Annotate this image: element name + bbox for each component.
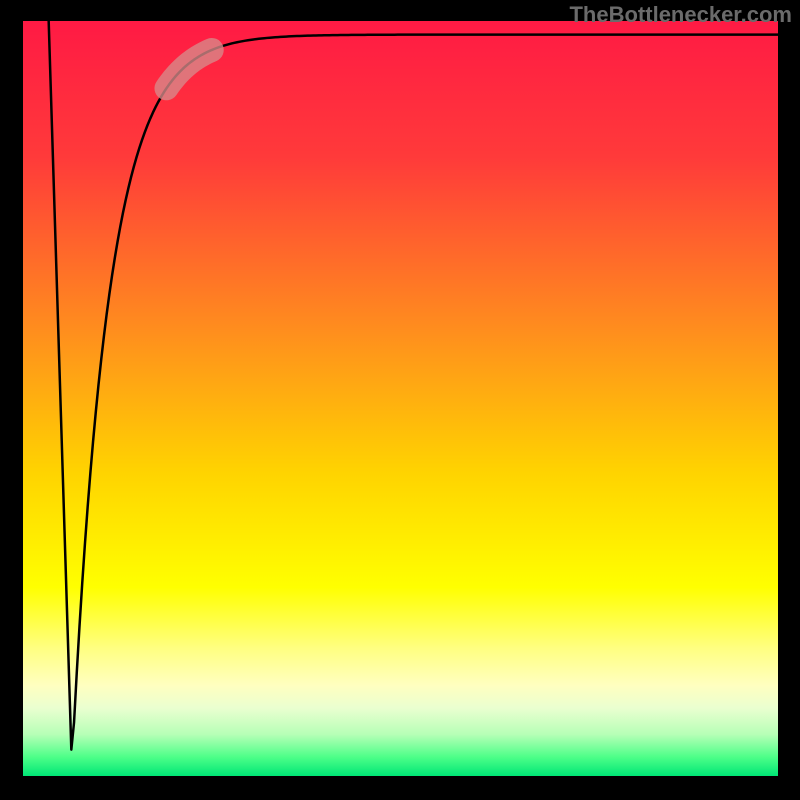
chart-container: TheBottlenecker.com [0,0,800,800]
plot-area [23,21,778,776]
curve-layer [23,21,778,776]
watermark-text: TheBottlenecker.com [569,2,792,28]
main-curve [49,21,778,750]
highlight-marker [166,50,211,88]
